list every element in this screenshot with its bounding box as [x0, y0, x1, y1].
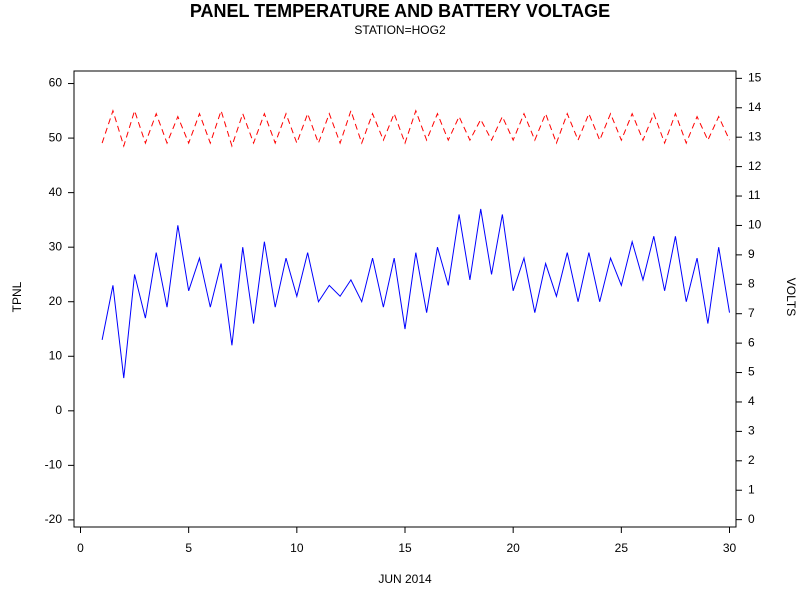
x-axis-label: JUN 2014	[378, 572, 432, 586]
y2-tick-label: 8	[748, 276, 755, 290]
x-tick-label: 5	[185, 541, 192, 555]
chart-title: PANEL TEMPERATURE AND BATTERY VOLTAGE	[190, 1, 610, 21]
y2-tick-label: 9	[748, 247, 755, 261]
y2-tick-label: 14	[748, 100, 762, 114]
x-tick-label: 25	[615, 541, 629, 555]
x-tick-label: 15	[398, 541, 412, 555]
y2-axis-label: VOLTS	[784, 278, 798, 316]
x-tick-label: 30	[723, 541, 737, 555]
y2-tick-label: 3	[748, 424, 755, 438]
y-tick-label: 20	[49, 294, 63, 308]
y2-tick-label: 4	[748, 394, 755, 408]
y2-tick-label: 13	[748, 129, 762, 143]
y2-tick-label: 12	[748, 159, 762, 173]
y2-tick-label: 15	[748, 71, 762, 85]
x-tick-label: 20	[506, 541, 520, 555]
y-tick-label: 50	[49, 130, 63, 144]
y-tick-label: 60	[49, 76, 63, 90]
y-axis-label: TPNL	[10, 281, 24, 312]
y2-tick-label: 0	[748, 512, 755, 526]
y-tick-label: 0	[55, 403, 62, 417]
y-tick-label: 10	[49, 348, 63, 362]
y2-tick-label: 7	[748, 306, 755, 320]
y-tick-label: -10	[45, 458, 63, 472]
y2-tick-label: 1	[748, 482, 755, 496]
y-tick-label: -20	[45, 512, 63, 526]
x-tick-label: 10	[290, 541, 304, 555]
y-tick-label: 40	[49, 185, 63, 199]
y2-tick-label: 10	[748, 218, 762, 232]
plot-frame	[73, 70, 737, 528]
x-tick-label: 0	[77, 541, 84, 555]
series-line	[101, 109, 730, 148]
y-tick-label: 30	[49, 239, 63, 253]
y2-tick-label: 5	[748, 365, 755, 379]
chart-subtitle: STATION=HOG2	[354, 23, 446, 37]
y2-tick-label: 6	[748, 335, 755, 349]
y2-tick-label: 2	[748, 453, 755, 467]
series-line	[101, 208, 731, 379]
y2-tick-label: 11	[748, 188, 761, 202]
